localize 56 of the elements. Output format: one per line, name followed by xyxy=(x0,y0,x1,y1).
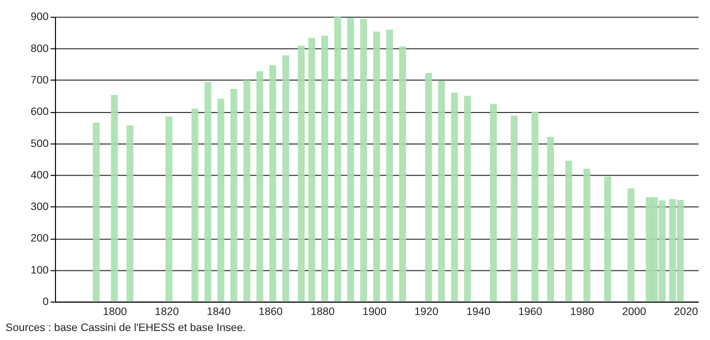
bar xyxy=(399,46,406,302)
bar xyxy=(217,98,224,302)
bar xyxy=(230,88,238,302)
bar xyxy=(360,19,368,302)
x-tick-label: 1880 xyxy=(310,306,335,318)
bar xyxy=(547,137,554,302)
x-tick-label: 1940 xyxy=(466,306,490,318)
bar xyxy=(532,112,538,302)
x-tick-label: 2020 xyxy=(674,306,698,318)
x-tick-label: 1960 xyxy=(518,306,542,318)
bar xyxy=(282,55,290,302)
x-tick-label: 1920 xyxy=(414,306,438,318)
bar xyxy=(243,80,250,302)
y-tick-label: 600 xyxy=(30,106,49,118)
y-tick-label: 900 xyxy=(30,11,49,24)
bar xyxy=(604,176,612,302)
bar xyxy=(438,81,445,302)
bar xyxy=(165,116,172,302)
bar xyxy=(565,160,572,302)
bar xyxy=(373,32,380,302)
y-tick-label: 300 xyxy=(30,201,49,214)
y-tick-label: 800 xyxy=(30,42,49,55)
y-tick-label: 100 xyxy=(30,264,49,276)
x-tick-label: 1900 xyxy=(362,306,387,318)
y-tick-label: 700 xyxy=(30,74,49,87)
x-tick-label: 1980 xyxy=(570,306,594,318)
bar xyxy=(110,94,118,302)
bar xyxy=(298,46,305,302)
bar xyxy=(321,36,328,302)
y-tick-label: 500 xyxy=(30,138,49,150)
x-tick-label: 2000 xyxy=(622,306,646,318)
x-tick-label: 1800 xyxy=(102,306,127,318)
bar xyxy=(92,122,100,302)
bar xyxy=(269,65,276,302)
bar xyxy=(451,92,458,302)
bar xyxy=(425,73,432,302)
bar xyxy=(510,116,518,302)
y-tick-label: 200 xyxy=(30,232,49,245)
bar xyxy=(490,104,497,302)
bar xyxy=(347,18,354,302)
y-tick-label: 400 xyxy=(30,169,49,182)
x-tick-label: 1820 xyxy=(154,306,179,318)
bar xyxy=(464,96,471,302)
bar xyxy=(583,168,590,302)
bar xyxy=(334,16,342,302)
bar xyxy=(256,71,264,302)
x-tick-label: 1840 xyxy=(206,306,231,318)
bar xyxy=(386,30,394,302)
bar xyxy=(204,82,212,302)
x-tick-label: 1860 xyxy=(258,306,283,318)
bar xyxy=(628,188,634,302)
bar xyxy=(308,38,316,302)
source-note: Sources : base Cassini de l'EHESS et base Insee. xyxy=(6,322,246,334)
bar xyxy=(191,108,198,302)
y-tick-label: 0 xyxy=(42,296,49,308)
bar xyxy=(126,125,134,302)
